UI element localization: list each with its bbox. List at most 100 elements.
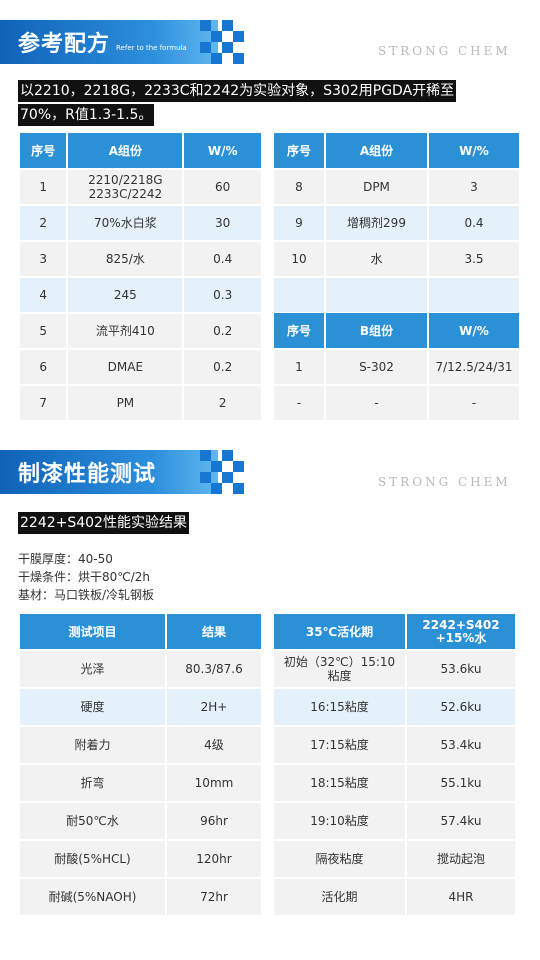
table-cell: 3.5	[429, 242, 519, 276]
table-cell	[274, 278, 324, 312]
table-cell: DMAE	[68, 350, 183, 384]
table-cell: 96hr	[167, 803, 261, 839]
activation-table: 35℃活化期 2242+S402 +15%水 初始（32℃）15:10 粘度 53…	[272, 612, 517, 917]
table-cell: 2	[184, 386, 261, 420]
table-cell: 825/水	[68, 242, 183, 276]
table-cell: 0.4	[429, 206, 519, 240]
table-cell: 7	[20, 386, 67, 420]
table-cell: 0.3	[184, 278, 261, 312]
table-cell: 60	[184, 170, 261, 204]
col-header: 序号	[20, 133, 67, 168]
table-cell	[326, 278, 427, 312]
col-header: W/%	[184, 133, 261, 168]
table-row: 2 70%水白浆 30	[20, 206, 261, 240]
table-cell	[429, 278, 519, 312]
col-header: A组份	[68, 133, 183, 168]
table-cell: 1	[274, 350, 324, 384]
table-row: 4 245 0.3	[20, 278, 261, 312]
formula-table-a-right: 序号 A组份 W/% 8 DPM 3 9 增稠剂299 0.4 10 水 3.5	[272, 131, 521, 314]
table-cell: 30	[184, 206, 261, 240]
col-header: 测试项目	[20, 614, 165, 649]
table-cell: 17:15粘度	[274, 727, 405, 763]
table-cell: 120hr	[167, 841, 261, 877]
table-cell: 72hr	[167, 879, 261, 915]
table-cell: -	[274, 386, 324, 420]
col-header: 序号	[274, 313, 324, 348]
note-film-thickness: 干膜厚度：40-50	[18, 552, 113, 566]
intro-line-2: 70%，R值1.3-1.5。	[18, 104, 155, 126]
table-row: 19:10粘度 57.4ku	[274, 803, 515, 839]
checker-decoration-icon	[200, 20, 244, 64]
checker-decoration-icon	[200, 450, 244, 494]
col-header: W/%	[429, 313, 519, 348]
table-cell: 隔夜粘度	[274, 841, 405, 877]
section-banner-performance: 制漆性能测试	[0, 450, 218, 494]
table-cell: 2210/2218G 2233C/2242	[68, 170, 183, 204]
table-row: 初始（32℃）15:10 粘度 53.6ku	[274, 651, 515, 687]
table-cell: 流平剂410	[68, 314, 183, 348]
table-cell: 70%水白浆	[68, 206, 183, 240]
table-cell: 53.6ku	[407, 651, 515, 687]
table-cell: 9	[274, 206, 324, 240]
table-cell: 52.6ku	[407, 689, 515, 725]
table-cell: 245	[68, 278, 183, 312]
table-cell: 耐碱(5%NAOH)	[20, 879, 165, 915]
table-cell: 活化期	[274, 879, 405, 915]
table-row: 隔夜粘度 搅动起泡	[274, 841, 515, 877]
table-cell: 55.1ku	[407, 765, 515, 801]
table-cell: 10mm	[167, 765, 261, 801]
table-cell: 4HR	[407, 879, 515, 915]
table-cell: 搅动起泡	[407, 841, 515, 877]
table-row	[274, 278, 519, 312]
formula-table-a-left: 序号 A组份 W/% 1 2210/2218G 2233C/2242 60 2 70%水…	[18, 131, 263, 422]
section-title: 参考配方	[18, 32, 111, 57]
table-row: 光泽 80.3/87.6	[20, 651, 261, 687]
col-header: 35℃活化期	[274, 614, 405, 649]
table-row: 3 825/水 0.4	[20, 242, 261, 276]
table-row: 耐50℃水 96hr	[20, 803, 261, 839]
table-row: 10 水 3.5	[274, 242, 519, 276]
table-cell: 8	[274, 170, 324, 204]
table-cell: 6	[20, 350, 67, 384]
table-cell: 3	[429, 170, 519, 204]
table-cell: 折弯	[20, 765, 165, 801]
table-row: 1 2210/2218G 2233C/2242 60	[20, 170, 261, 204]
table-row: 17:15粘度 53.4ku	[274, 727, 515, 763]
col-header: 结果	[167, 614, 261, 649]
table-row: 7 PM 2	[20, 386, 261, 420]
table-row: 1 S-302 7/12.5/24/31	[274, 350, 519, 384]
table-cell: -	[429, 386, 519, 420]
table-cell: 附着力	[20, 727, 165, 763]
table-cell: 3	[20, 242, 67, 276]
table-cell: 耐酸(5%HCL)	[20, 841, 165, 877]
table-cell: 18:15粘度	[274, 765, 405, 801]
intro-line-1: 以2210，2218G，2233C和2242为实验对象，S302用PGDA开稀至	[18, 80, 457, 102]
section-subtitle: Refer to the formula	[116, 44, 187, 52]
formula-table-b: 序号 B组份 W/% 1 S-302 7/12.5/24/31- - -	[272, 311, 521, 422]
table-cell: 10	[274, 242, 324, 276]
table-cell: 4级	[167, 727, 261, 763]
table-row: 5 流平剂410 0.2	[20, 314, 261, 348]
table-row: 9 增稠剂299 0.4	[274, 206, 519, 240]
table-cell: DPM	[326, 170, 427, 204]
col-header: B组份	[326, 313, 427, 348]
table-row: 附着力 4级	[20, 727, 261, 763]
table-cell: 57.4ku	[407, 803, 515, 839]
table-row: 6 DMAE 0.2	[20, 350, 261, 384]
table-cell: 1	[20, 170, 67, 204]
table-row: 16:15粘度 52.6ku	[274, 689, 515, 725]
table-cell: 19:10粘度	[274, 803, 405, 839]
note-drying-condition: 干燥条件：烘干80℃/2h	[18, 570, 151, 584]
table-cell: 0.2	[184, 350, 261, 384]
table-cell: 53.4ku	[407, 727, 515, 763]
table-row: 折弯 10mm	[20, 765, 261, 801]
col-header: A组份	[326, 133, 427, 168]
section-banner-formula: 参考配方 Refer to the formula	[0, 20, 218, 64]
table-cell: 增稠剂299	[326, 206, 427, 240]
performance-table: 测试项目 结果 光泽 80.3/87.6 硬度 2H+ 附着力 4级 折弯 10mm 耐50℃水…	[18, 612, 263, 917]
table-row: 18:15粘度 55.1ku	[274, 765, 515, 801]
brand-watermark: STRONG CHEM	[378, 475, 511, 489]
table-cell: -	[326, 386, 427, 420]
table-row: 活化期 4HR	[274, 879, 515, 915]
table-row: ---	[274, 386, 519, 420]
